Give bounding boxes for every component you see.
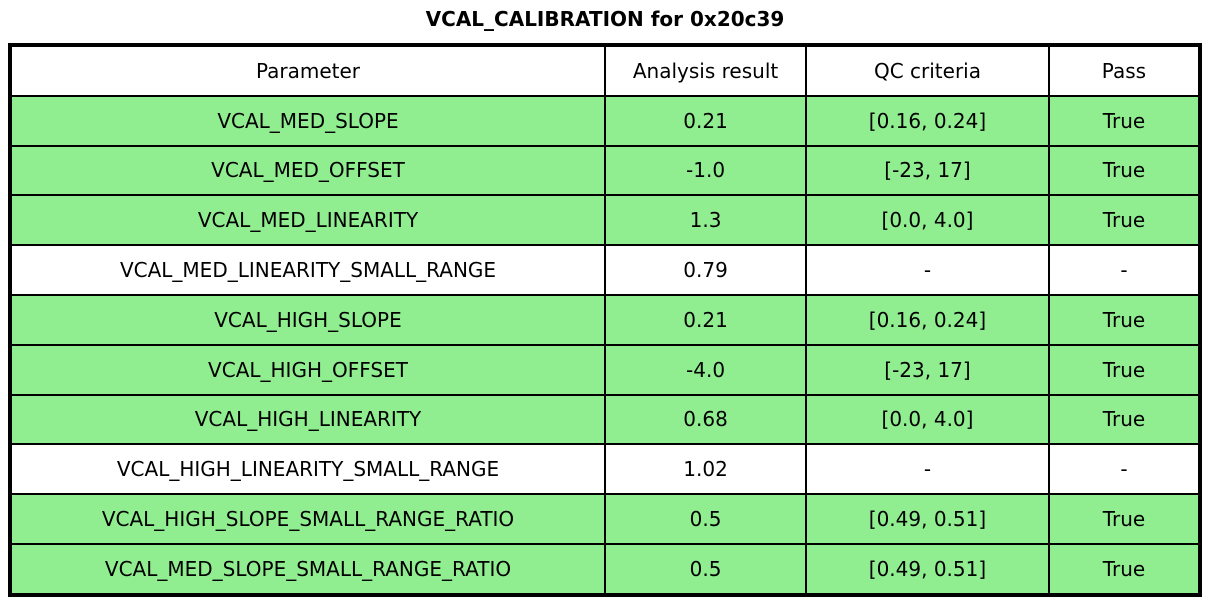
parameter-cell: VCAL_HIGH_SLOPE	[9, 293, 606, 346]
table-row: VCAL_HIGH_OFFSET -4.0 [-23, 17] True	[9, 343, 1202, 396]
qc-criteria-cell: [0.49, 0.51]	[805, 493, 1050, 545]
pass-cell: True	[1047, 293, 1202, 346]
table-row: VCAL_MED_SLOPE_SMALL_RANGE_RATIO 0.5 [0.49…	[9, 542, 1202, 596]
analysis-result-cell: 0.5	[603, 493, 808, 545]
analysis-result-cell: 0.21	[603, 94, 808, 147]
table-row: VCAL_MED_SLOPE 0.21 [0.16, 0.24] True	[9, 94, 1202, 147]
column-header-qc-criteria: QC criteria	[805, 44, 1050, 97]
table-row: VCAL_HIGH_SLOPE 0.21 [0.16, 0.24] True	[9, 293, 1202, 346]
qc-criteria-cell: [-23, 17]	[805, 144, 1050, 197]
column-header-parameter: Parameter	[9, 44, 606, 97]
parameter-cell: VCAL_MED_SLOPE_SMALL_RANGE_RATIO	[9, 542, 606, 596]
pass-cell: -	[1047, 443, 1202, 496]
parameter-cell: VCAL_MED_OFFSET	[9, 144, 606, 197]
pass-cell: True	[1047, 393, 1202, 446]
pass-cell: True	[1047, 194, 1202, 247]
column-header-analysis-result: Analysis result	[603, 44, 808, 97]
table-row: VCAL_HIGH_LINEARITY_SMALL_RANGE 1.02- -	[9, 443, 1202, 496]
table-row: VCAL_MED_OFFSET -1.0 [-23, 17] True	[9, 144, 1202, 197]
qc-criteria-cell: [0.16, 0.24]	[805, 94, 1050, 147]
parameter-cell: VCAL_HIGH_LINEARITY	[9, 393, 606, 446]
pass-cell: True	[1047, 493, 1202, 545]
table-row: VCAL_HIGH_SLOPE_SMALL_RANGE_RATIO 0.5 [0.4…	[9, 493, 1202, 545]
table-body: VCAL_MED_SLOPE 0.21 [0.16, 0.24] True VCAL_M…	[9, 94, 1202, 596]
analysis-result-cell: 0.68	[603, 393, 808, 446]
qc-criteria-cell: -	[805, 244, 1050, 296]
analysis-result-cell: 0.5	[603, 542, 808, 596]
column-header-pass: Pass	[1047, 44, 1202, 97]
qc-criteria-cell: [0.49, 0.51]	[805, 542, 1050, 596]
parameter-cell: VCAL_HIGH_LINEARITY_SMALL_RANGE	[9, 443, 606, 496]
analysis-result-cell: 0.79	[603, 244, 808, 296]
pass-cell: True	[1047, 542, 1202, 596]
table-row: VCAL_HIGH_LINEARITY 0.68 [0.0, 4.0] True	[9, 393, 1202, 446]
analysis-result-cell: -4.0	[603, 343, 808, 396]
pass-cell: True	[1047, 94, 1202, 147]
parameter-cell: VCAL_MED_LINEARITY_SMALL_RANGE	[9, 244, 606, 296]
parameter-cell: VCAL_HIGH_SLOPE_SMALL_RANGE_RATIO	[9, 493, 606, 545]
analysis-result-cell: 1.3	[603, 194, 808, 247]
qc-criteria-cell: [0.0, 4.0]	[805, 393, 1050, 446]
analysis-result-cell: 0.21	[603, 293, 808, 346]
pass-cell: True	[1047, 144, 1202, 197]
header-row: Parameter Analysis result QC criteria Pa…	[9, 44, 1202, 97]
qc-criteria-cell: [0.0, 4.0]	[805, 194, 1050, 247]
parameter-cell: VCAL_HIGH_OFFSET	[9, 343, 606, 396]
pass-cell: -	[1047, 244, 1202, 296]
analysis-result-cell: 1.02	[603, 443, 808, 496]
qc-criteria-cell: -	[805, 443, 1050, 496]
qc-results-table: Parameter Analysis result QC criteria Pa…	[8, 43, 1202, 597]
pass-cell: True	[1047, 343, 1202, 396]
table-row: VCAL_MED_LINEARITY 1.3 [0.0, 4.0] True	[9, 194, 1202, 247]
analysis-result-cell: -1.0	[603, 144, 808, 197]
parameter-cell: VCAL_MED_LINEARITY	[9, 194, 606, 247]
page-title: VCAL_CALIBRATION for 0x20c39	[425, 7, 785, 31]
table-row: VCAL_MED_LINEARITY_SMALL_RANGE 0.79- -	[9, 244, 1202, 296]
qc-criteria-cell: [0.16, 0.24]	[805, 293, 1050, 346]
table-header: Parameter Analysis result QC criteria Pa…	[9, 44, 1202, 97]
qc-criteria-cell: [-23, 17]	[805, 343, 1050, 396]
parameter-cell: VCAL_MED_SLOPE	[9, 94, 606, 147]
